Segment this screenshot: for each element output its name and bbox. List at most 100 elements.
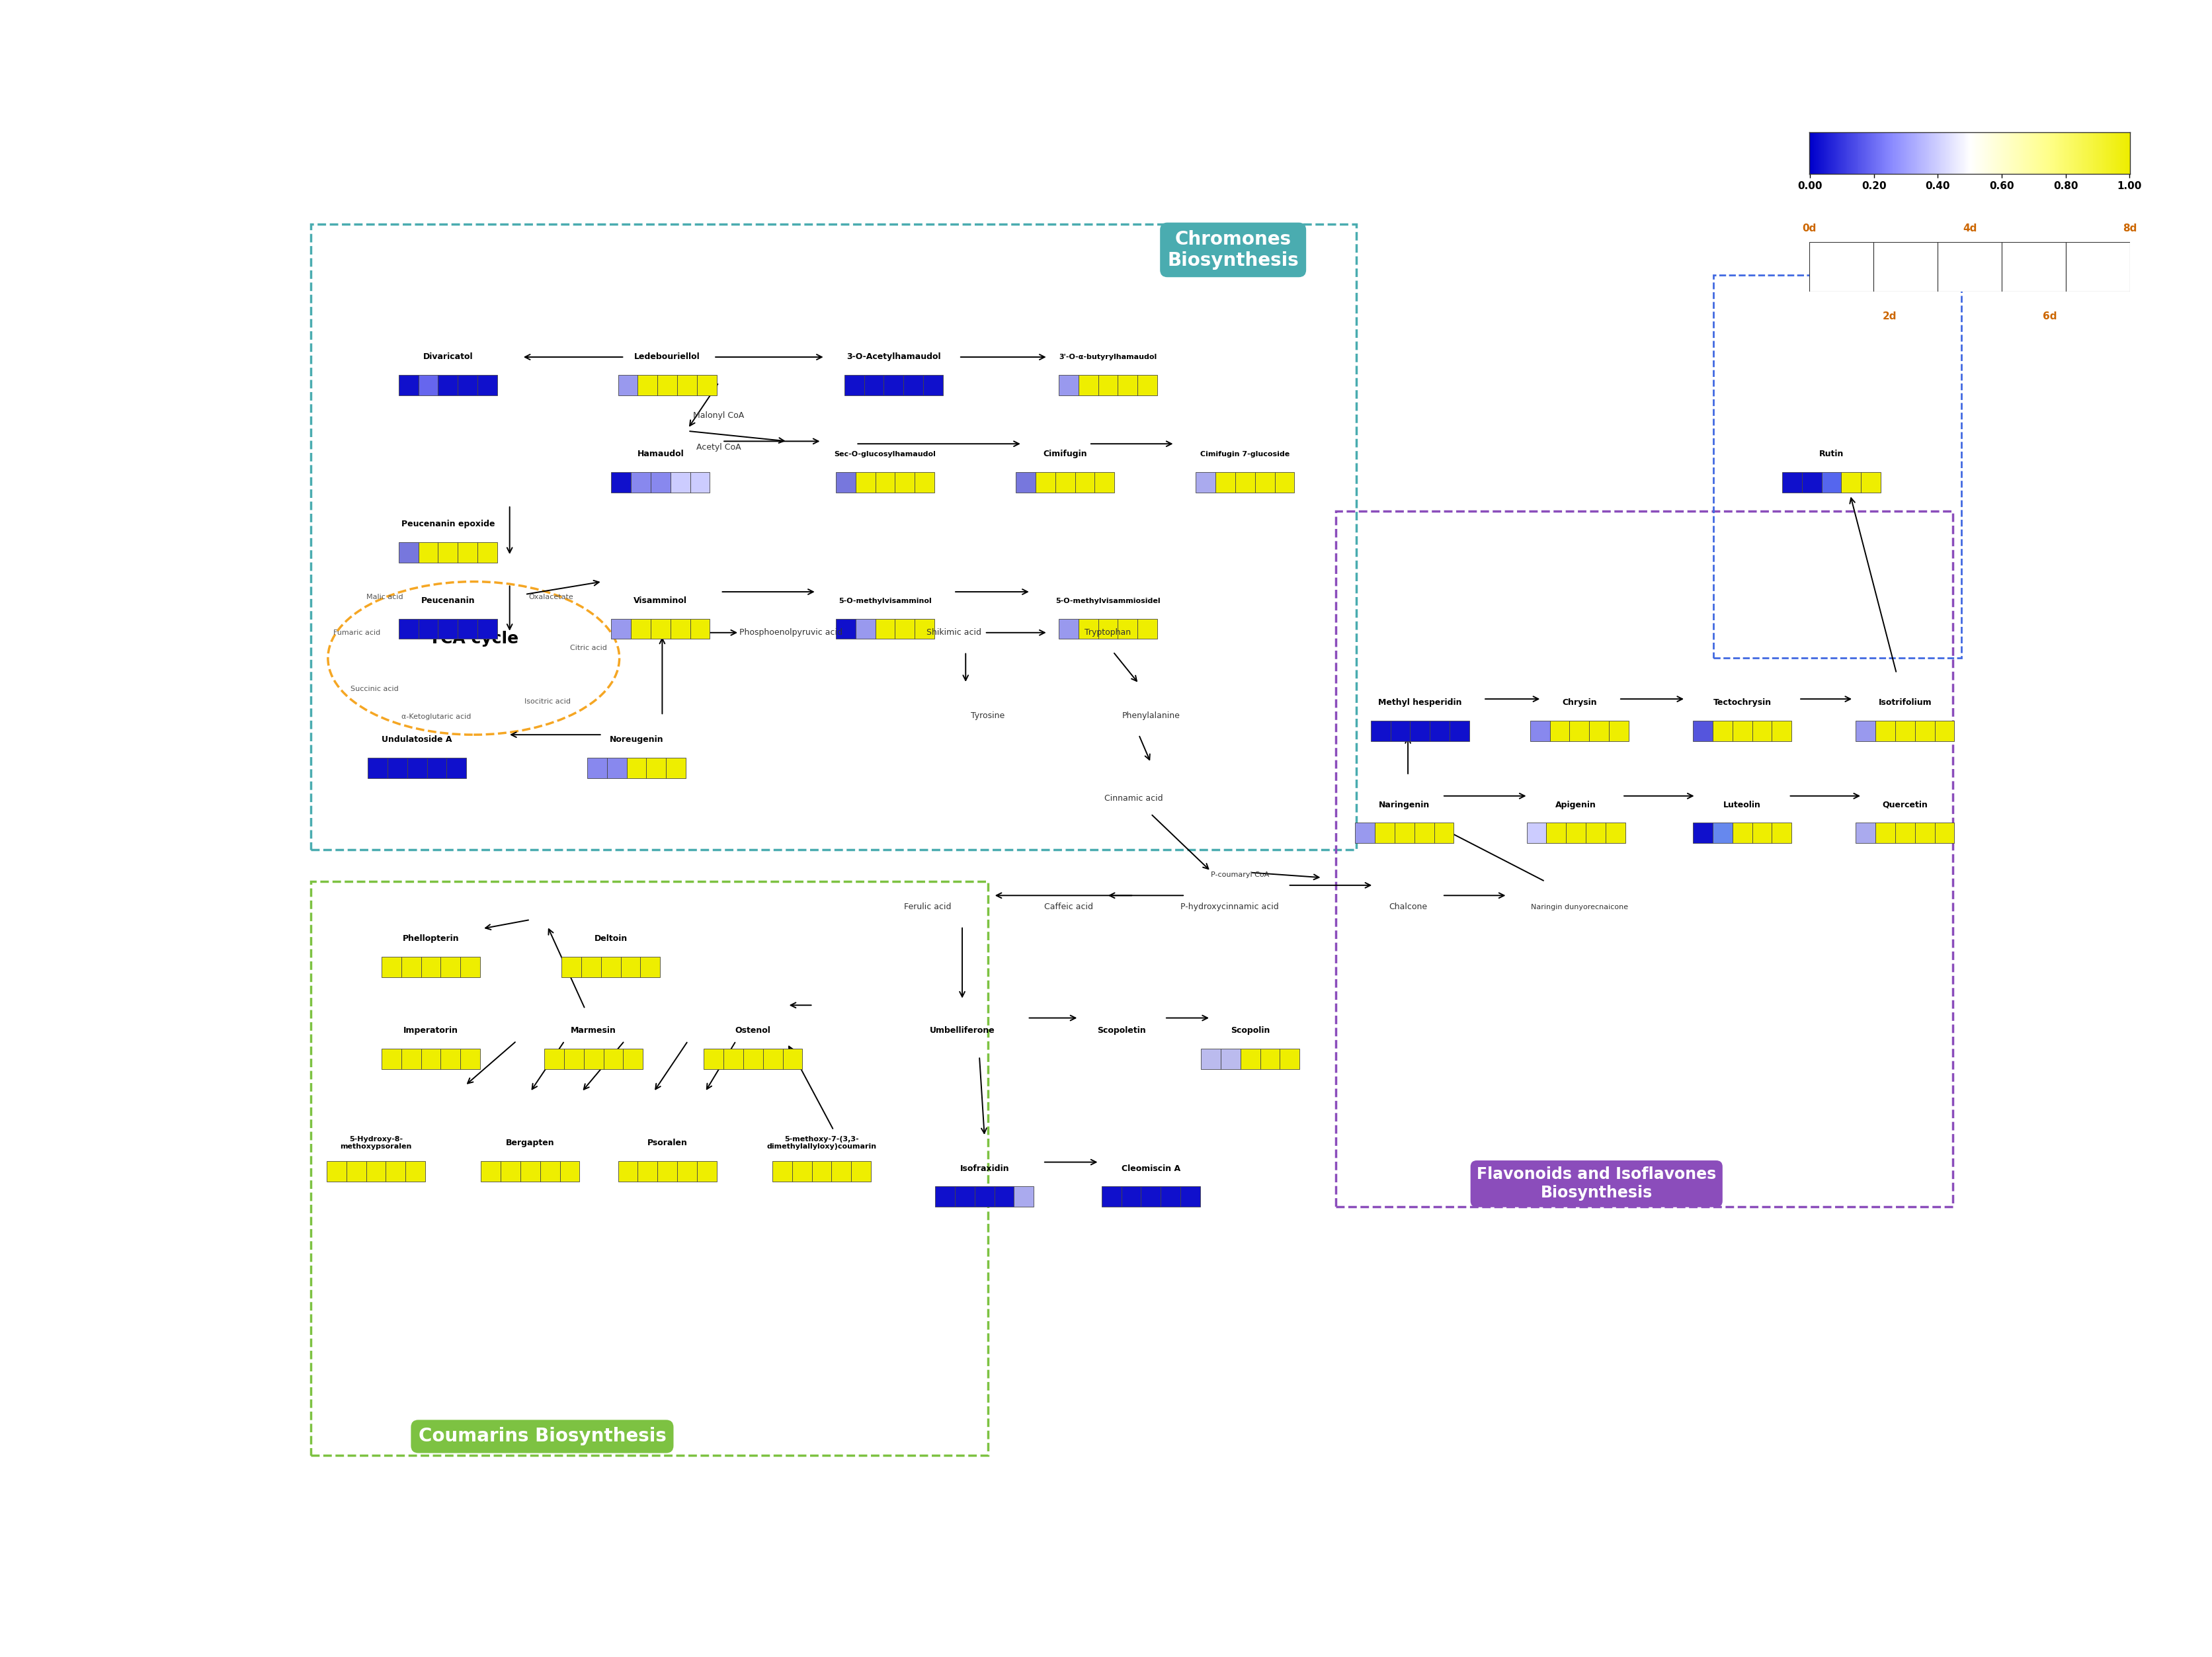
Bar [400, 956, 420, 978]
Bar [520, 1162, 540, 1181]
Bar [856, 472, 876, 492]
Text: Phosphoenolpyruvic acid: Phosphoenolpyruvic acid [739, 628, 843, 636]
Text: Divaricatol: Divaricatol [422, 353, 473, 361]
Bar [677, 374, 697, 396]
Text: Isotrifolium: Isotrifolium [1878, 699, 1931, 708]
Text: 5-methoxy-7-(3,3-
dimethylallyloxy)coumarin: 5-methoxy-7-(3,3- dimethylallyloxy)couma… [768, 1135, 876, 1150]
Bar [480, 1162, 500, 1181]
Bar [611, 472, 630, 492]
Bar [347, 1162, 365, 1181]
Bar [1356, 824, 1376, 843]
Bar [836, 472, 856, 492]
Bar [458, 618, 478, 640]
Text: Hamaudol: Hamaudol [637, 449, 684, 459]
Bar [637, 374, 657, 396]
Bar [1241, 1049, 1261, 1069]
Text: Flavonoids and Isoflavones
Biosynthesis: Flavonoids and Isoflavones Biosynthesis [1478, 1167, 1717, 1201]
Bar [666, 757, 686, 779]
Text: Fumaric acid: Fumaric acid [334, 630, 380, 636]
Bar [1692, 721, 1712, 741]
Text: 5-Hydroxy-8-
methoxypsoralen: 5-Hydroxy-8- methoxypsoralen [341, 1135, 411, 1150]
Bar [540, 1162, 560, 1181]
Bar [1075, 472, 1095, 492]
Bar [1376, 824, 1394, 843]
Text: Tryptophan: Tryptophan [1084, 628, 1130, 636]
Bar [956, 1186, 975, 1206]
Text: Noreugenin: Noreugenin [611, 736, 664, 744]
Bar [1752, 721, 1772, 741]
Text: Apigenin: Apigenin [1555, 800, 1597, 809]
Bar [1732, 721, 1752, 741]
Text: 0d: 0d [1803, 224, 1816, 234]
Text: Sec-O-glucosylhamaudol: Sec-O-glucosylhamaudol [834, 451, 936, 457]
Bar [617, 1162, 637, 1181]
Text: Isocitric acid: Isocitric acid [524, 698, 571, 704]
Bar [845, 374, 865, 396]
Bar [772, 1162, 792, 1181]
Bar [1586, 824, 1606, 843]
Bar [1712, 721, 1732, 741]
Bar [1856, 721, 1876, 741]
Text: Malic acid: Malic acid [367, 593, 403, 600]
Bar [438, 542, 458, 562]
Text: Bergapten: Bergapten [507, 1138, 555, 1147]
Bar [447, 757, 467, 779]
Bar [1141, 1186, 1161, 1206]
Bar [1876, 721, 1896, 741]
Bar [630, 618, 650, 640]
Bar [876, 618, 896, 640]
Bar [1712, 824, 1732, 843]
Bar [562, 956, 582, 978]
Bar [564, 1049, 584, 1069]
Bar [783, 1049, 803, 1069]
Bar [2066, 242, 2130, 292]
Bar [398, 542, 418, 562]
Bar [387, 757, 407, 779]
Bar [1097, 374, 1117, 396]
Bar [1409, 721, 1429, 741]
Text: Shikimic acid: Shikimic acid [927, 628, 982, 636]
Bar [936, 1186, 956, 1206]
Bar [743, 1049, 763, 1069]
Bar [1391, 721, 1409, 741]
Bar [1201, 1049, 1221, 1069]
Text: Tyrosine: Tyrosine [971, 711, 1004, 719]
Bar [1060, 618, 1079, 640]
Bar [1097, 618, 1117, 640]
Text: Peucenanin epoxide: Peucenanin epoxide [400, 520, 495, 529]
Text: Undulatoside A: Undulatoside A [383, 736, 451, 744]
Bar [690, 618, 710, 640]
Text: 6d: 6d [2044, 312, 2057, 321]
Text: 4d: 4d [1962, 224, 1978, 234]
Bar [1234, 472, 1254, 492]
Bar [438, 374, 458, 396]
Bar [582, 956, 602, 978]
Text: Citric acid: Citric acid [571, 645, 606, 651]
Text: Coumarins Biosynthesis: Coumarins Biosynthesis [418, 1427, 666, 1445]
Bar [1692, 824, 1712, 843]
Text: Naringenin: Naringenin [1378, 800, 1429, 809]
Bar [1571, 721, 1588, 741]
Bar [1197, 472, 1217, 492]
Bar [1281, 1049, 1298, 1069]
Bar [1433, 824, 1453, 843]
Bar [310, 882, 989, 1455]
Bar [478, 618, 498, 640]
Bar [703, 1049, 723, 1069]
Bar [1936, 721, 1955, 741]
Bar [1820, 472, 1840, 492]
Text: Malonyl CoA: Malonyl CoA [692, 411, 743, 419]
Text: Deltoin: Deltoin [595, 935, 628, 943]
Bar [1117, 374, 1137, 396]
Bar [624, 1049, 644, 1069]
Bar [1336, 512, 1953, 1206]
Text: Rutin: Rutin [1818, 449, 1845, 459]
Text: Imperatorin: Imperatorin [403, 1026, 458, 1036]
Bar [1413, 824, 1433, 843]
Bar [420, 1049, 440, 1069]
Text: 5-O-methylvisammiosidel: 5-O-methylvisammiosidel [1055, 598, 1161, 605]
Bar [885, 374, 902, 396]
Bar [544, 1049, 564, 1069]
Bar [896, 472, 914, 492]
Bar [1876, 824, 1896, 843]
